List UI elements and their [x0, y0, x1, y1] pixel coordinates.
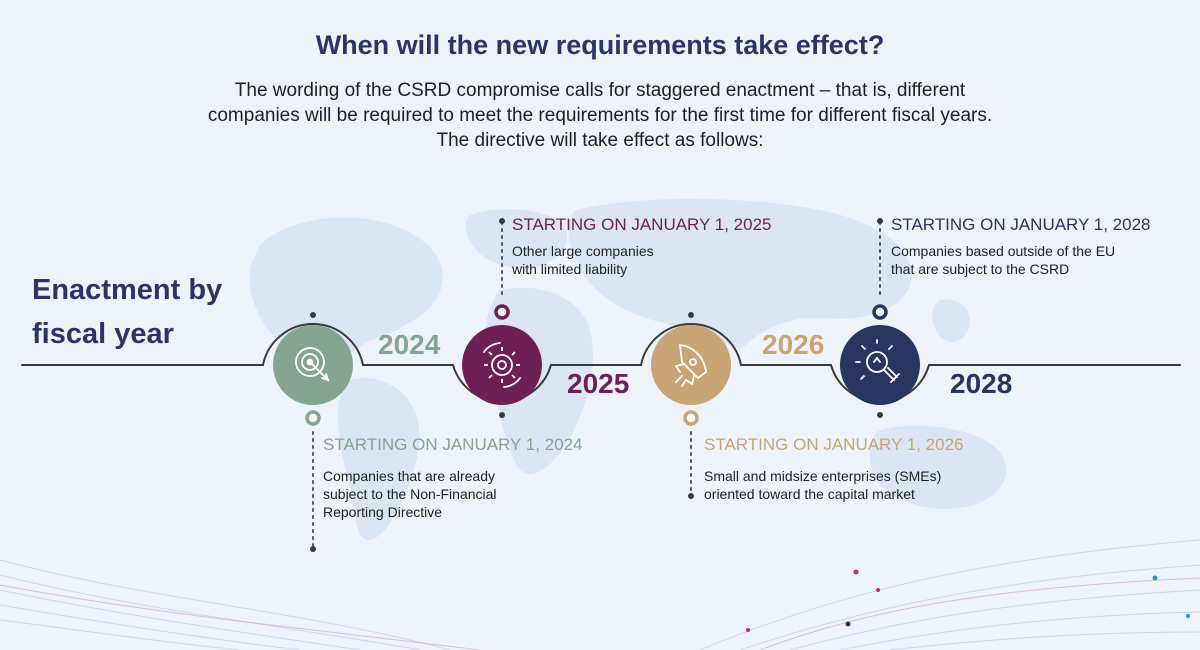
arc-top-dot-2026	[688, 312, 694, 318]
year-label-2025: 2025	[567, 368, 630, 399]
decorative-lines	[0, 539, 1200, 650]
milestone-description-2024: Companies that are already subject to th…	[323, 468, 497, 520]
rocket-icon	[675, 344, 707, 387]
year-label-2028: 2028	[950, 368, 1013, 399]
milestone-description-2026: Small and midsize enterprises (SMEs) ori…	[704, 468, 942, 502]
milestone-heading-2025: STARTING ON JANUARY 1, 2025	[512, 215, 772, 234]
milestone-2028	[840, 304, 920, 405]
target-icon	[295, 347, 330, 382]
year-label-2024: 2024	[378, 329, 441, 360]
milestone-2026	[651, 325, 731, 426]
milestone-heading-2028: STARTING ON JANUARY 1, 2028	[891, 215, 1151, 234]
gear-icon	[483, 342, 521, 388]
year-label-2026: 2026	[762, 329, 825, 360]
arc-top-dot-2024	[310, 312, 316, 318]
milestone-heading-2024: STARTING ON JANUARY 1, 2024	[323, 435, 583, 454]
milestone-heading-2026: STARTING ON JANUARY 1, 2026	[704, 435, 964, 454]
milestone-description-2028: Companies based outside of the EU that a…	[891, 243, 1116, 277]
milestone-2024	[273, 325, 353, 426]
milestone-2025	[462, 304, 542, 405]
page-subtitle: The wording of the CSRD compromise calls…	[207, 80, 993, 151]
milestone-description-2025: Other large companies with limited liabi…	[512, 243, 654, 277]
arc-bottom-dot-2028	[877, 412, 883, 418]
side-heading: Enactment by fiscal year	[32, 274, 223, 350]
page-title: When will the new requirements take effe…	[315, 30, 885, 60]
lightbulb-icon	[855, 339, 900, 383]
arc-bottom-dot-2025	[499, 412, 505, 418]
